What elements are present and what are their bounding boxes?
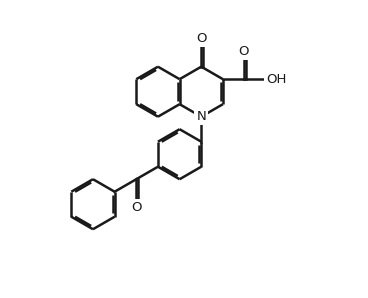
Text: N: N <box>197 110 206 123</box>
Text: O: O <box>131 201 142 214</box>
Text: O: O <box>238 45 249 58</box>
Text: O: O <box>196 32 206 45</box>
Text: OH: OH <box>266 73 287 86</box>
